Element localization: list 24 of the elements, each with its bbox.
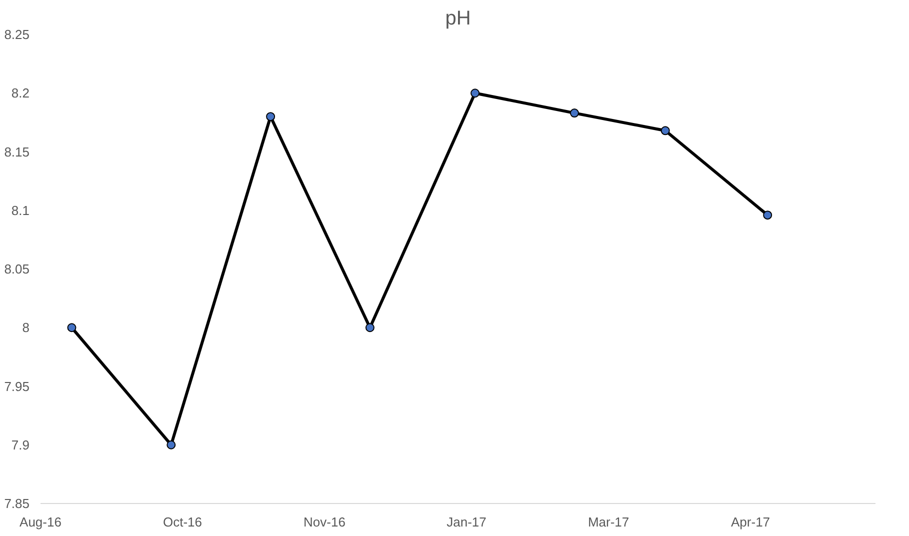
x-tick-label: Apr-17 xyxy=(731,514,770,530)
point xyxy=(266,112,276,122)
y-tick-label: 8.05 xyxy=(4,262,30,276)
x-tick-label: Nov-16 xyxy=(304,514,346,530)
chart-title: pH xyxy=(445,8,471,30)
y-tick-label: 8.2 xyxy=(11,86,30,101)
y-tick-label: 8.25 xyxy=(4,27,30,42)
point xyxy=(660,126,670,136)
y-tick-label: 8.15 xyxy=(4,144,30,160)
point xyxy=(470,88,480,98)
x-tick-label: Mar-17 xyxy=(588,514,630,530)
y-tick-label: 8.1 xyxy=(11,202,30,218)
point xyxy=(570,108,579,118)
y-tick-label: 7.95 xyxy=(4,378,30,394)
point xyxy=(166,440,176,450)
y-tick-label: 8 xyxy=(22,320,30,336)
x-tick-label: Jan-17 xyxy=(446,514,486,530)
x-tick-label: Aug-16 xyxy=(20,514,62,530)
y-tick-label: 7.9 xyxy=(11,437,30,452)
point xyxy=(67,323,76,332)
y-tick-label: 7.85 xyxy=(4,496,30,511)
point xyxy=(763,210,772,220)
x-tick-label: Oct-16 xyxy=(163,514,202,530)
point xyxy=(365,323,374,332)
